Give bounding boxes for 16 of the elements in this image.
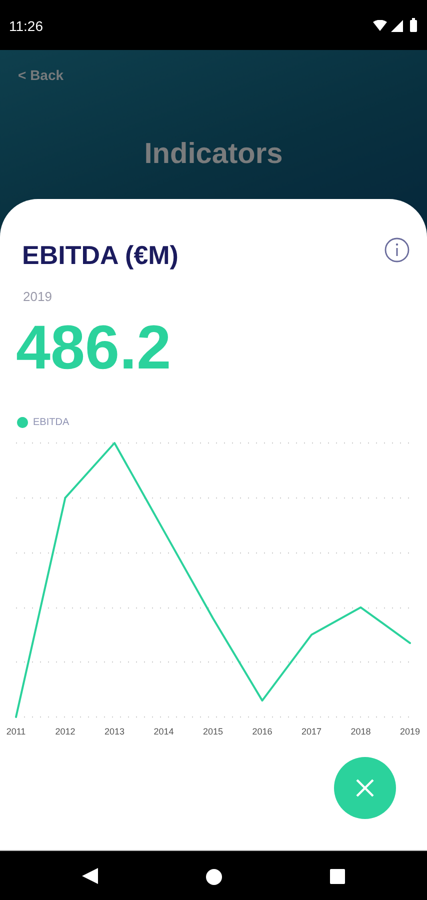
- x-tick-label: 2014: [154, 726, 174, 736]
- x-tick-label: 2011: [6, 726, 26, 736]
- legend-label: EBITDA: [33, 417, 70, 428]
- text: Indicators: [143, 138, 284, 171]
- x-tick-label: 2019: [400, 726, 420, 736]
- text: 486.2: [16, 314, 172, 382]
- x-tick-label: 2013: [104, 726, 125, 736]
- chart-subtitle: 2019: [23, 289, 52, 304]
- x-tick-label: 2018: [350, 726, 371, 736]
- x-tick-label: 2017: [301, 726, 322, 736]
- text: 11:26: [9, 18, 43, 34]
- x-tick-label: 2016: [252, 726, 272, 736]
- chart-title: EBITDA (€M): [22, 240, 178, 270]
- x-tick-label: 2012: [55, 726, 76, 736]
- x-tick-label: 2015: [202, 726, 224, 736]
- text: < Back: [18, 67, 64, 83]
